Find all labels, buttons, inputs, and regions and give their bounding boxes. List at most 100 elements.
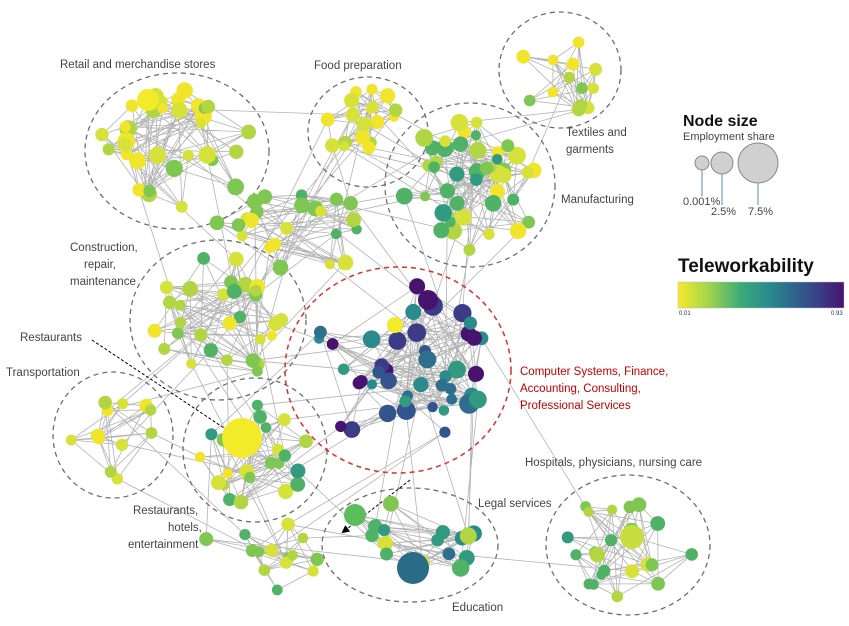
network-node [199, 532, 214, 547]
hospitals-label: Hospitals, physicians, nursing care [525, 457, 702, 469]
restaurants-hotels-label-line3: entertainment [128, 539, 199, 551]
network-node [278, 449, 291, 462]
network-node [65, 434, 77, 446]
network-node [279, 556, 293, 569]
network-node [253, 546, 265, 558]
network-node [222, 418, 262, 458]
network-node [266, 330, 277, 341]
network-node [463, 243, 476, 256]
network-node [143, 184, 156, 198]
network-node [233, 310, 246, 324]
network-node [418, 350, 437, 369]
network-node [329, 192, 344, 206]
network-node [447, 360, 466, 379]
network-node [324, 259, 335, 270]
professional-label-line2: Accounting, Consulting, [520, 383, 641, 395]
network-node [434, 204, 452, 222]
restaurants-arrow [91, 339, 232, 434]
network-node [137, 89, 159, 111]
network-node [326, 338, 339, 350]
network-node [454, 209, 472, 226]
network-node [223, 493, 237, 506]
network-node [217, 288, 230, 301]
network-node [159, 280, 174, 294]
network-node [186, 358, 197, 369]
network-node [182, 149, 194, 161]
network-node [211, 475, 226, 491]
network-node [484, 195, 502, 212]
network-node [588, 579, 599, 590]
size-legend-label-medium: 2.5% [711, 206, 736, 218]
network-node [387, 317, 403, 333]
education-label: Education [452, 602, 503, 614]
network-node [241, 124, 256, 140]
network-node [407, 323, 427, 343]
network-node [631, 497, 647, 513]
network-node [233, 494, 249, 510]
network-node [119, 121, 131, 133]
network-node [522, 215, 535, 229]
professional-label-line3: Professional Services [520, 400, 631, 412]
network-node [163, 295, 177, 310]
network-node [439, 426, 451, 438]
network-node [337, 254, 354, 271]
restaurants-hotels-label-line2: hotels, [168, 522, 202, 534]
network-node [117, 137, 132, 152]
cluster-outlines [52, 11, 711, 616]
network-node [383, 495, 399, 512]
node-size-legend: Node size Employment share 0.001% 2.5% 7… [683, 113, 779, 218]
network-node [418, 290, 438, 310]
network-node [446, 393, 458, 405]
network-node [287, 549, 298, 561]
network-node [93, 432, 105, 445]
network-node [299, 434, 313, 449]
network-node [246, 193, 263, 210]
network-node [174, 299, 186, 311]
network-node [507, 193, 520, 206]
network-node [117, 398, 129, 410]
network-node [335, 420, 347, 433]
network-node [290, 477, 306, 492]
network-node [378, 404, 397, 423]
transportation-cluster-outline [52, 371, 174, 499]
network-node [95, 127, 109, 142]
retail-cluster-outline [84, 72, 270, 230]
network-node [452, 559, 470, 577]
network-node [570, 549, 582, 561]
network-node [397, 552, 429, 584]
network-node [236, 230, 248, 242]
construction-label-line1: Construction, [70, 242, 138, 254]
network-node [561, 531, 574, 544]
network-node [389, 103, 403, 117]
network-node [420, 191, 431, 202]
manufacturing-label: Manufacturing [561, 194, 634, 206]
network-node [158, 342, 171, 355]
network-node [203, 343, 218, 358]
network-node [496, 167, 512, 183]
network-node [452, 136, 469, 152]
network-node [255, 333, 266, 345]
node-size-subtitle: Employment share [683, 131, 775, 143]
network-node [572, 36, 585, 49]
cluster-labels: Retail and merchandise stores Food prepa… [6, 59, 702, 614]
network-node [244, 471, 256, 484]
network-node [589, 547, 605, 563]
network-node [378, 524, 391, 537]
network-node [501, 139, 515, 153]
network-node [307, 565, 319, 577]
colorbar-min-label: 0.01 [679, 311, 691, 317]
network-node [563, 71, 575, 84]
construction-cluster-outline [129, 239, 307, 401]
size-legend-label-large: 7.5% [748, 206, 773, 218]
network-node [320, 112, 335, 127]
network-node [362, 141, 376, 155]
professional-cluster-outline [284, 266, 512, 474]
network-node [222, 316, 237, 331]
network-node [271, 584, 283, 596]
network-node [221, 354, 233, 367]
network-node [355, 129, 370, 145]
network-node [345, 107, 360, 122]
network-node [607, 504, 618, 515]
network-node [98, 395, 112, 410]
network-node [566, 57, 580, 71]
